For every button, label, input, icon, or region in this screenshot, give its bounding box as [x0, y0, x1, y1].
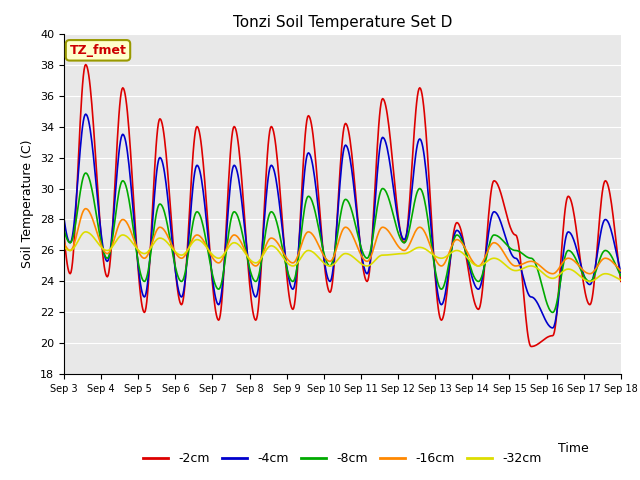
-8cm	[82, 170, 90, 176]
-16cm	[549, 271, 557, 276]
-32cm	[389, 252, 397, 257]
-4cm	[568, 232, 575, 238]
-2cm	[568, 199, 575, 204]
-4cm	[183, 258, 191, 264]
-16cm	[183, 249, 191, 255]
-8cm	[389, 210, 397, 216]
Title: Tonzi Soil Temperature Set D: Tonzi Soil Temperature Set D	[233, 15, 452, 30]
-2cm	[183, 253, 191, 259]
-8cm	[183, 260, 191, 265]
-16cm	[444, 254, 451, 260]
-32cm	[60, 244, 68, 250]
Line: -4cm: -4cm	[64, 114, 621, 328]
Y-axis label: Soil Temperature (C): Soil Temperature (C)	[22, 140, 35, 268]
-2cm	[444, 284, 451, 289]
-16cm	[82, 206, 90, 212]
-2cm	[617, 278, 625, 284]
Line: -32cm: -32cm	[64, 232, 621, 281]
-32cm	[207, 250, 215, 256]
-4cm	[207, 263, 215, 268]
-32cm	[444, 252, 451, 258]
-8cm	[568, 249, 575, 255]
-32cm	[586, 278, 594, 284]
-8cm	[549, 310, 557, 315]
-8cm	[617, 273, 625, 278]
-2cm	[527, 344, 535, 349]
-32cm	[183, 248, 191, 254]
-2cm	[60, 231, 68, 237]
-4cm	[60, 216, 68, 221]
-32cm	[617, 277, 625, 283]
-32cm	[566, 266, 574, 272]
-16cm	[617, 268, 625, 274]
-32cm	[335, 256, 342, 262]
-4cm	[335, 200, 342, 205]
-8cm	[335, 225, 342, 230]
Text: TZ_fmet: TZ_fmet	[70, 44, 127, 57]
-16cm	[389, 235, 397, 240]
-32cm	[82, 229, 90, 235]
-4cm	[617, 269, 625, 275]
-16cm	[207, 252, 215, 258]
-4cm	[444, 276, 451, 282]
-8cm	[444, 267, 451, 273]
-4cm	[549, 325, 557, 331]
Line: -2cm: -2cm	[64, 65, 621, 347]
-16cm	[60, 240, 68, 245]
Text: Time: Time	[558, 442, 589, 455]
-8cm	[207, 264, 215, 270]
-16cm	[568, 256, 575, 262]
-2cm	[207, 263, 215, 268]
-4cm	[82, 111, 90, 117]
-2cm	[335, 192, 342, 198]
-2cm	[389, 160, 397, 166]
-8cm	[60, 227, 68, 232]
Line: -8cm: -8cm	[64, 173, 621, 312]
-16cm	[335, 239, 342, 244]
-4cm	[389, 180, 397, 186]
-2cm	[82, 62, 90, 68]
Legend: -2cm, -4cm, -8cm, -16cm, -32cm: -2cm, -4cm, -8cm, -16cm, -32cm	[138, 447, 547, 470]
Line: -16cm: -16cm	[64, 209, 621, 274]
